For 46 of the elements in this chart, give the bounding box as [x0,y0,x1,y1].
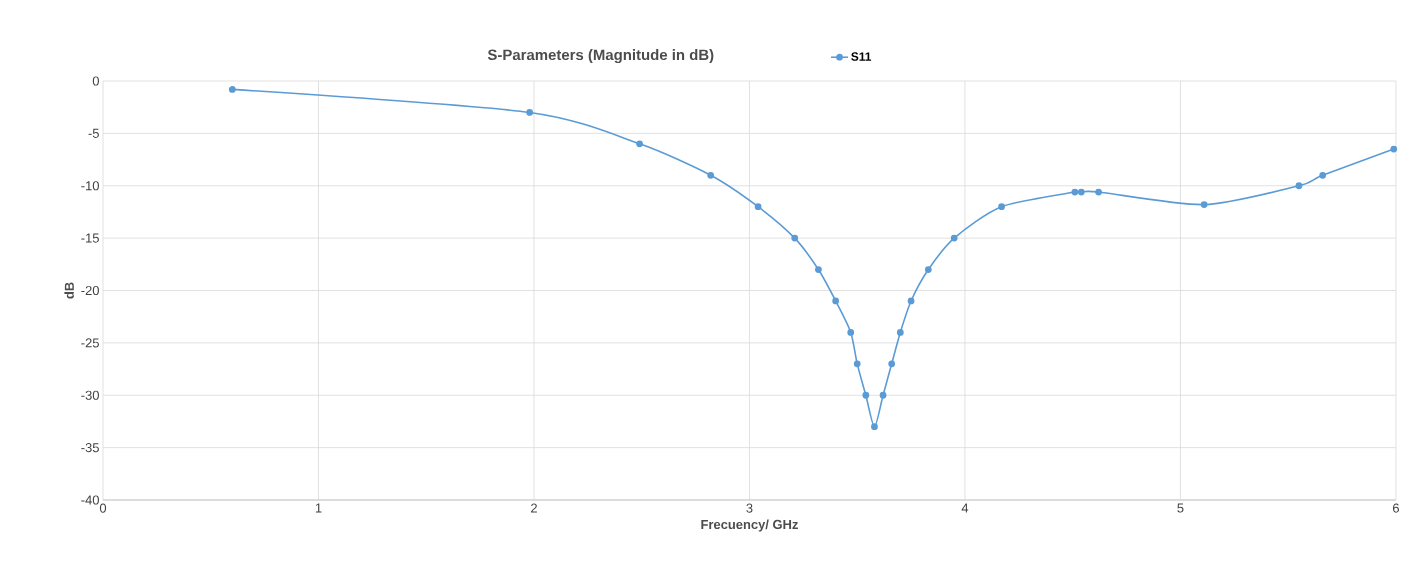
x-tick-label: 4 [961,503,969,513]
point [1071,188,1079,196]
x-axis-title: Frecuency/ GHz [701,519,798,532]
y-tick-label: 0 [92,76,99,86]
x-tick-label: 2 [531,503,537,513]
y-tick-label: -20 [81,285,99,296]
x-tick-label: 6 [1392,503,1399,513]
y-tick-label: -5 [88,128,99,138]
x-tick-label: 5 [1177,503,1184,513]
legend-label: S11 [851,52,872,61]
y-tick-label: -40 [81,495,99,505]
x-tick-label: 1 [315,503,322,513]
point [998,203,1005,211]
point [907,297,915,305]
point [879,391,887,399]
point [754,203,762,211]
point [1095,188,1102,196]
point [862,391,870,399]
point [847,329,855,336]
point [815,266,822,273]
point [228,85,236,93]
point [896,329,904,336]
x-tick-label: 0 [99,503,107,513]
point [707,171,715,179]
y-axis-title: dB [64,282,74,299]
point [853,360,861,368]
x-tick-label: 3 [746,503,753,513]
point [636,140,643,148]
point [924,266,932,273]
point [1077,188,1085,196]
point [1319,171,1327,179]
y-tick-label: -30 [81,390,99,400]
point [888,360,896,368]
point [871,423,878,431]
point [1390,145,1398,153]
point [832,297,840,305]
y-tick-label: -35 [81,443,99,453]
point [1200,201,1208,208]
y-tick-label: -15 [81,233,99,243]
point [526,109,534,116]
y-tick-label: -10 [81,181,99,191]
point [791,234,799,242]
y-tick-label: -25 [81,338,99,348]
point [950,234,958,242]
point [1295,182,1303,190]
chart-title: S-Parameters (Magnitude in dB) [487,49,714,64]
